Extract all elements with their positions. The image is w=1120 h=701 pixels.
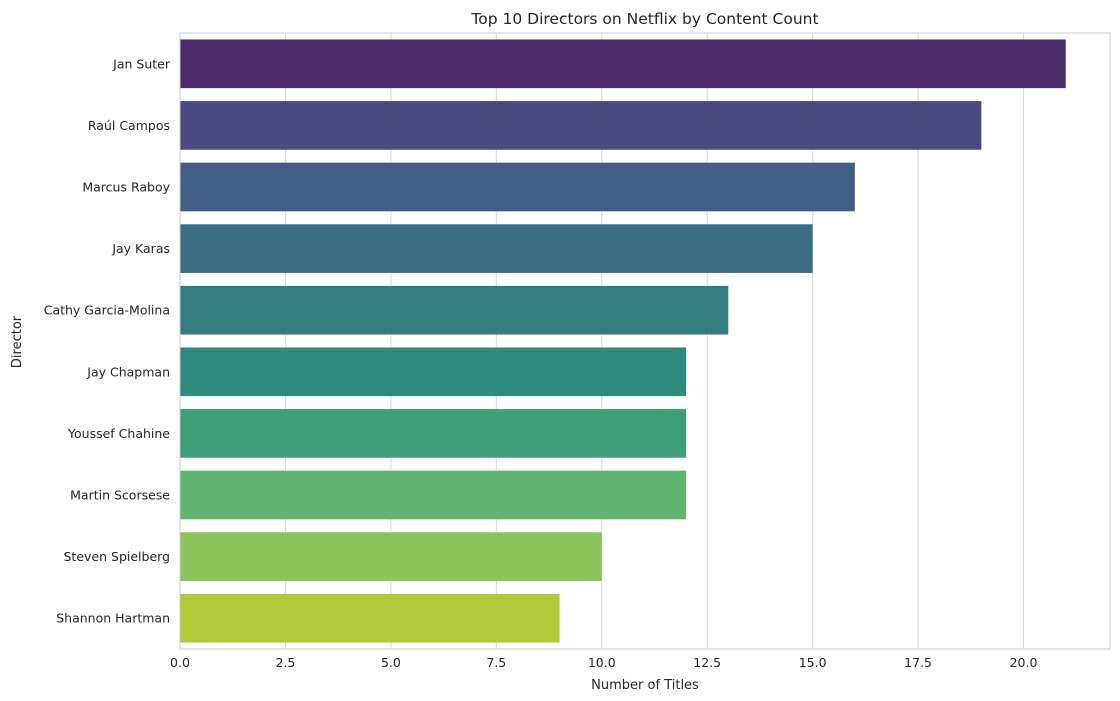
- y-tick-label: Jay Chapman: [86, 364, 170, 379]
- bar-jan-suter: [180, 39, 1066, 89]
- x-tick-label: 12.5: [693, 655, 721, 670]
- y-tick-label: Martin Scorsese: [70, 488, 170, 503]
- y-tick-label: Cathy Garcia-Molina: [44, 303, 170, 318]
- y-tick-label: Marcus Raboy: [82, 180, 170, 195]
- bar-cathy-garcia-molina: [180, 285, 729, 335]
- x-tick-label: 15.0: [799, 655, 827, 670]
- bar-ra-l-campos: [180, 101, 982, 150]
- x-tick-label: 2.5: [275, 655, 295, 670]
- bar-marcus-raboy: [180, 162, 855, 212]
- x-tick-label: 5.0: [381, 655, 401, 670]
- bar-jay-chapman: [180, 347, 687, 397]
- bar-shannon-hartman: [180, 593, 560, 643]
- x-tick-label: 7.5: [486, 655, 506, 670]
- bar-martin-scorsese: [180, 470, 687, 520]
- y-tick-label: Youssef Chahine: [67, 426, 170, 441]
- chart-title: Top 10 Directors on Netflix by Content C…: [470, 10, 818, 28]
- x-axis-label: Number of Titles: [591, 678, 699, 693]
- x-tick-label: 17.5: [904, 655, 932, 670]
- bar-youssef-chahine: [180, 409, 687, 458]
- y-tick-label: Jay Karas: [111, 241, 170, 256]
- x-tick-label: 0.0: [170, 655, 190, 670]
- bar-steven-spielberg: [180, 532, 602, 581]
- y-axis-label: Director: [10, 315, 25, 368]
- y-tick-label: Raúl Campos: [88, 118, 170, 133]
- bar-jay-karas: [180, 224, 813, 273]
- x-tick-label: 10.0: [588, 655, 616, 670]
- y-tick-label: Jan Suter: [112, 56, 171, 71]
- y-tick-label: Shannon Hartman: [56, 611, 170, 626]
- plot-frame: [179, 32, 1111, 650]
- x-tick-labels: 0.0 2.5 5.0 7.5 10.0 12.5 15.0 17.5 20.0: [170, 655, 1037, 670]
- y-tick-labels: Jan Suter Raúl Campos Marcus Raboy Jay Kara…: [44, 56, 171, 625]
- x-tick-label: 20.0: [1010, 655, 1038, 670]
- bars: [180, 39, 1066, 643]
- y-tick-label: Steven Spielberg: [64, 549, 171, 564]
- plot-border: [179, 32, 1111, 650]
